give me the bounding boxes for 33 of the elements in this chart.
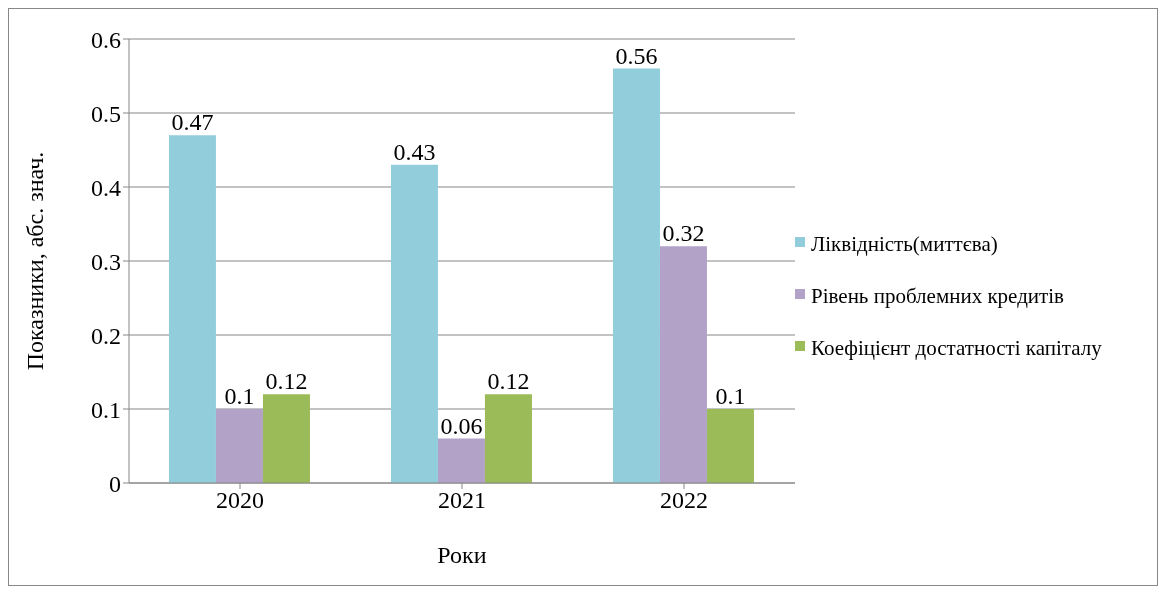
data-label: 0.1 xyxy=(715,383,746,409)
y-tick-label: 0.2 xyxy=(91,322,121,349)
legend-label: Ліквідність(миттєва) xyxy=(811,231,998,258)
data-label: 0.43 xyxy=(393,138,436,165)
x-axis-title: Роки xyxy=(437,542,487,568)
x-tick-label: 2021 xyxy=(438,487,486,514)
y-tick-label: 0.3 xyxy=(91,248,121,275)
legend-label: Коефіцієнт достатності капіталу xyxy=(811,335,1102,362)
bar xyxy=(706,409,754,483)
bar xyxy=(215,409,263,483)
y-tick-label: 0.5 xyxy=(91,100,121,127)
data-label: 0.47 xyxy=(171,109,214,136)
y-tick-label: 0 xyxy=(109,470,121,497)
bar xyxy=(262,394,310,483)
x-tick-label: 2020 xyxy=(216,487,264,514)
legend-label: Рівень проблемних кредитів xyxy=(811,283,1065,310)
bar xyxy=(168,135,216,483)
bar xyxy=(437,438,485,483)
y-tick-label: 0.6 xyxy=(91,26,121,53)
bar xyxy=(484,394,532,483)
data-label: 0.56 xyxy=(615,42,658,69)
data-label: 0.1 xyxy=(224,383,255,409)
x-tick-label: 2022 xyxy=(660,487,708,514)
bar xyxy=(390,164,438,483)
y-tick-label: 0.4 xyxy=(91,174,121,201)
data-label: 0.12 xyxy=(487,368,530,395)
data-label: 0.12 xyxy=(265,368,308,395)
bar xyxy=(612,68,660,483)
y-tick-label: 0.1 xyxy=(91,396,121,423)
data-label: 0.06 xyxy=(440,412,483,439)
bar xyxy=(659,246,707,483)
y-axis-title: Показники, абс. знач. xyxy=(21,151,48,371)
data-label: 0.32 xyxy=(662,220,705,247)
